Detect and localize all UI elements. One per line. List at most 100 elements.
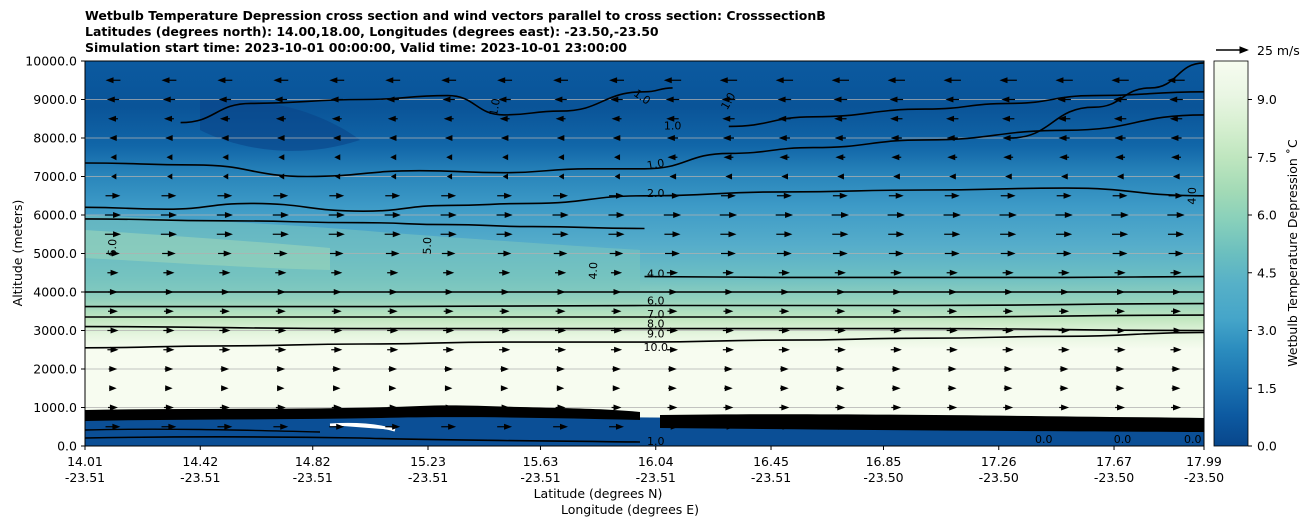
wind-vector — [614, 154, 621, 161]
wind-vector — [835, 289, 846, 295]
wind-vector-field — [104, 77, 1185, 430]
y-tick-label: 0.0 — [57, 439, 77, 454]
wind-vector — [108, 366, 118, 372]
wind-vector — [610, 269, 623, 276]
wind-vector — [167, 173, 173, 180]
contour-line-9 — [85, 325, 1204, 332]
wind-vector — [1057, 115, 1071, 122]
colorbar-tick-label: 6.0 — [1257, 208, 1277, 223]
wind-vector — [107, 269, 119, 276]
wind-vector — [610, 327, 623, 334]
wind-vector — [1171, 385, 1181, 392]
wind-vector — [161, 192, 177, 199]
wind-vector — [1000, 192, 1016, 199]
y-tick-label: 5000.0 — [33, 246, 77, 261]
wind-vector — [385, 250, 400, 257]
colorbar-tick-label: 7.5 — [1257, 150, 1277, 165]
wind-vector — [891, 289, 902, 295]
wind-vector — [665, 96, 680, 103]
wind-vector — [219, 269, 231, 276]
wind-vector — [440, 231, 457, 238]
wind-vector — [1002, 135, 1014, 141]
wind-vector — [666, 135, 679, 141]
wind-vector — [611, 404, 622, 411]
contour-label: 0.0 — [1114, 433, 1132, 446]
wind-vector — [1002, 269, 1014, 276]
wind-vector — [1114, 135, 1126, 141]
wind-vector — [775, 212, 794, 218]
contour-label: 0.0 — [1035, 433, 1053, 446]
wind-vector — [109, 385, 117, 392]
wind-vector — [833, 96, 848, 103]
contour-line-1 — [85, 114, 1204, 178]
wind-vector — [723, 404, 734, 411]
wind-vector — [890, 269, 902, 276]
wind-vector — [499, 404, 510, 411]
wind-vector — [275, 404, 286, 411]
wind-vector — [835, 366, 845, 372]
contour-line-10 — [85, 331, 1204, 349]
wind-vector — [1059, 385, 1069, 392]
wind-vector — [1058, 346, 1070, 353]
wind-vector — [218, 96, 232, 103]
wind-vector — [387, 115, 398, 122]
wind-vector — [835, 308, 846, 315]
wind-vector — [1056, 192, 1072, 199]
wind-vector — [502, 154, 509, 161]
x-tick-label-lon: -23.50 — [863, 470, 903, 485]
wind-vector — [553, 423, 569, 430]
wind-vector — [778, 269, 790, 276]
contour-label: 9.0 — [647, 327, 665, 340]
wind-vector — [890, 346, 902, 353]
wind-vector — [441, 250, 456, 257]
wind-vector — [1115, 366, 1125, 372]
wind-vector — [219, 289, 230, 295]
wind-vector — [331, 115, 342, 122]
wind-vector — [943, 212, 961, 218]
wind-vector — [273, 192, 289, 199]
contour-line-4 — [644, 275, 1204, 279]
wind-vector — [385, 77, 401, 84]
wind-vector — [609, 77, 624, 84]
wind-vector — [555, 289, 566, 295]
wind-vector — [722, 135, 735, 141]
x-tick-label-lat: 17.99 — [1186, 454, 1222, 469]
wind-vector — [1114, 346, 1126, 353]
wind-vector — [778, 346, 790, 353]
wind-vector — [611, 289, 622, 295]
wind-vector — [443, 289, 454, 295]
wind-vector — [329, 423, 345, 430]
wind-vector — [1169, 96, 1183, 103]
wind-vector — [999, 77, 1017, 84]
wind-vector — [334, 154, 341, 161]
wind-vector — [1171, 366, 1181, 372]
wind-vector — [779, 154, 790, 161]
wind-vector — [944, 250, 960, 257]
wind-vector — [888, 250, 904, 257]
y-tick-label: 10000.0 — [25, 54, 77, 69]
contour-label-layer: 6.0 5.04.04.06.07.08.09.010.02.01.01.01.0… — [106, 87, 1202, 448]
wind-vector — [611, 308, 622, 315]
x-axis-label-longitude: Longitude (degrees E) — [561, 502, 699, 517]
contour-line-7 — [85, 302, 1204, 308]
wind-vector — [834, 115, 847, 122]
wind-vector — [1167, 212, 1185, 218]
wind-vector — [555, 308, 566, 315]
wind-vector — [330, 96, 343, 103]
wind-vector — [497, 250, 512, 257]
wind-vector — [831, 212, 850, 218]
wind-vector — [163, 289, 174, 295]
wind-vector — [558, 173, 564, 180]
wind-vector — [1168, 192, 1184, 199]
wind-vector — [1167, 77, 1185, 84]
wind-vector — [720, 192, 736, 199]
contour-label: 6.0 — [647, 295, 665, 308]
wind-vector — [891, 404, 902, 411]
wind-vector — [776, 192, 792, 199]
wind-vector — [666, 346, 679, 353]
colorbar-tick-label: 0.0 — [1257, 439, 1277, 454]
x-tick-label-lon: -23.50 — [1184, 470, 1224, 485]
wind-vector — [612, 385, 621, 392]
wind-vector — [781, 173, 788, 180]
